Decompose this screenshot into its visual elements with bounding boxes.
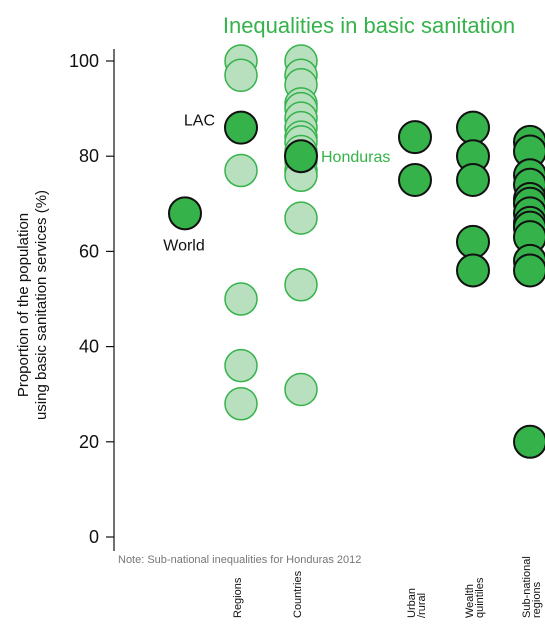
comparison-countries-point	[284, 201, 318, 235]
y-axis-title-line: Proportion of the population	[15, 213, 32, 397]
comparison-regions-point	[224, 153, 258, 188]
highlight-wealth-point	[456, 253, 490, 288]
highlight-countries-point	[284, 139, 318, 174]
category-label-countries: Countries	[292, 570, 304, 618]
category-label-line: quintiles	[474, 577, 486, 618]
y-axis-title-line: using basic sanitation services (%)	[33, 190, 50, 420]
highlight-subnational-point	[513, 424, 545, 459]
comparison-regions-point	[224, 348, 258, 383]
category-label-regions: Regions	[232, 577, 244, 618]
annotation-layer: World LAC Honduras	[163, 113, 390, 255]
marks-layer	[168, 44, 545, 459]
category-label-line: Countries	[292, 570, 304, 618]
y-tick-label: 20	[79, 432, 99, 452]
y-axis-title: Proportion of the populationusing basic …	[15, 190, 50, 420]
highlight-wealth-point	[456, 224, 490, 259]
category-label-line: /rural	[416, 593, 428, 618]
highlight-subnational-point	[513, 253, 545, 288]
category-label-line: regions	[531, 581, 543, 618]
highlight-regions-point	[224, 110, 258, 145]
highlight-urban_rural-point	[398, 120, 432, 155]
chart-title: Inequalities in basic sanitation	[223, 13, 515, 38]
comparison-regions-point	[224, 58, 258, 93]
category-label-line: Wealth	[464, 584, 476, 618]
comparison-countries-point	[284, 372, 318, 407]
category-label-line: Urban	[406, 588, 418, 618]
comparison-regions-point	[224, 282, 258, 316]
y-tick-label: 80	[79, 146, 99, 166]
y-tick-label: 0	[89, 527, 99, 547]
highlight-wealth-point	[456, 163, 490, 197]
label-layer: Note: Sub-national inequalities for Hond…	[118, 554, 543, 618]
title-layer: Inequalities in basic sanitation	[223, 13, 515, 38]
chart-note: Note: Sub-national inequalities for Hond…	[118, 554, 361, 566]
comparison-regions-point	[224, 386, 258, 421]
highlight-wealth-point	[456, 110, 490, 145]
annotation-lac: LAC	[184, 113, 215, 130]
annotation-world: World	[163, 237, 205, 254]
y-tick-label: 40	[79, 337, 99, 357]
highlight-urban_rural-point	[398, 163, 432, 197]
annotation-honduras: Honduras	[321, 149, 390, 166]
category-label-line: Regions	[232, 577, 244, 618]
comparison-countries-point	[284, 267, 318, 302]
y-tick-label: 100	[69, 51, 99, 71]
category-label-line: Sub-national	[521, 556, 533, 618]
y-tick-label: 60	[79, 241, 99, 261]
category-label-urban_rural: Urban/rural	[406, 588, 428, 618]
highlight-world-point	[168, 196, 202, 231]
axis-layer: 0 20 40 60 80 100 Proportion of the population…	[15, 49, 115, 551]
